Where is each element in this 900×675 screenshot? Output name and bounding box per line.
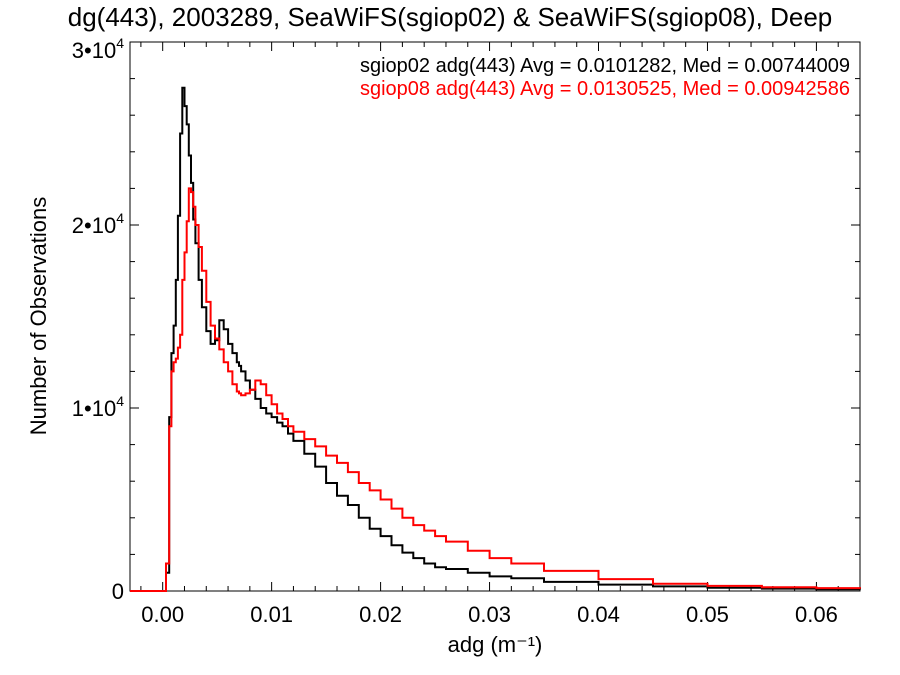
x-tick-label: 0.06	[795, 602, 838, 627]
series-line-sgiop08	[130, 187, 861, 592]
x-axis-label: adg (m⁻¹)	[448, 632, 543, 657]
y-tick-mantissa: 2•10	[72, 213, 116, 238]
y-tick-mantissa: 1•10	[72, 396, 116, 421]
y-tick-mantissa: 0	[112, 579, 124, 604]
y-tick-label: 1•104	[72, 393, 124, 421]
x-axis: 0.00 0.01 0.02 0.03 0.04 0.05 0.06	[140, 42, 839, 627]
series-line-sgiop02	[130, 86, 861, 592]
series-layer	[130, 86, 861, 592]
y-tick-label: 2•104	[72, 210, 124, 238]
y-tick-label: 3•104	[72, 35, 124, 63]
chart-title: dg(443), 2003289, SeaWiFS(sgiop02) & Sea…	[68, 2, 833, 32]
x-tick-label: 0.00	[141, 602, 184, 627]
y-tick-exponent: 4	[116, 393, 124, 409]
legend-entry-sgiop08: sgiop08 adg(443) Avg = 0.0130525, Med = …	[360, 78, 850, 100]
y-axis-label: Number of Observations	[26, 197, 51, 435]
x-tick-label: 0.03	[468, 602, 511, 627]
y-tick-label: 0	[112, 579, 124, 604]
x-tick-label: 0.01	[250, 602, 293, 627]
legend-entry-sgiop02: sgiop02 adg(443) Avg = 0.0101282, Med = …	[360, 55, 850, 77]
y-tick-exponent: 4	[116, 35, 124, 51]
y-tick-exponent: 4	[116, 210, 124, 226]
x-tick-label: 0.04	[577, 602, 620, 627]
legend: sgiop02 adg(443) Avg = 0.0101282, Med = …	[360, 55, 850, 100]
y-tick-mantissa: 3•10	[72, 38, 116, 63]
plot-frame	[129, 41, 861, 592]
x-tick-label: 0.05	[686, 602, 729, 627]
x-tick-label: 0.02	[359, 602, 402, 627]
